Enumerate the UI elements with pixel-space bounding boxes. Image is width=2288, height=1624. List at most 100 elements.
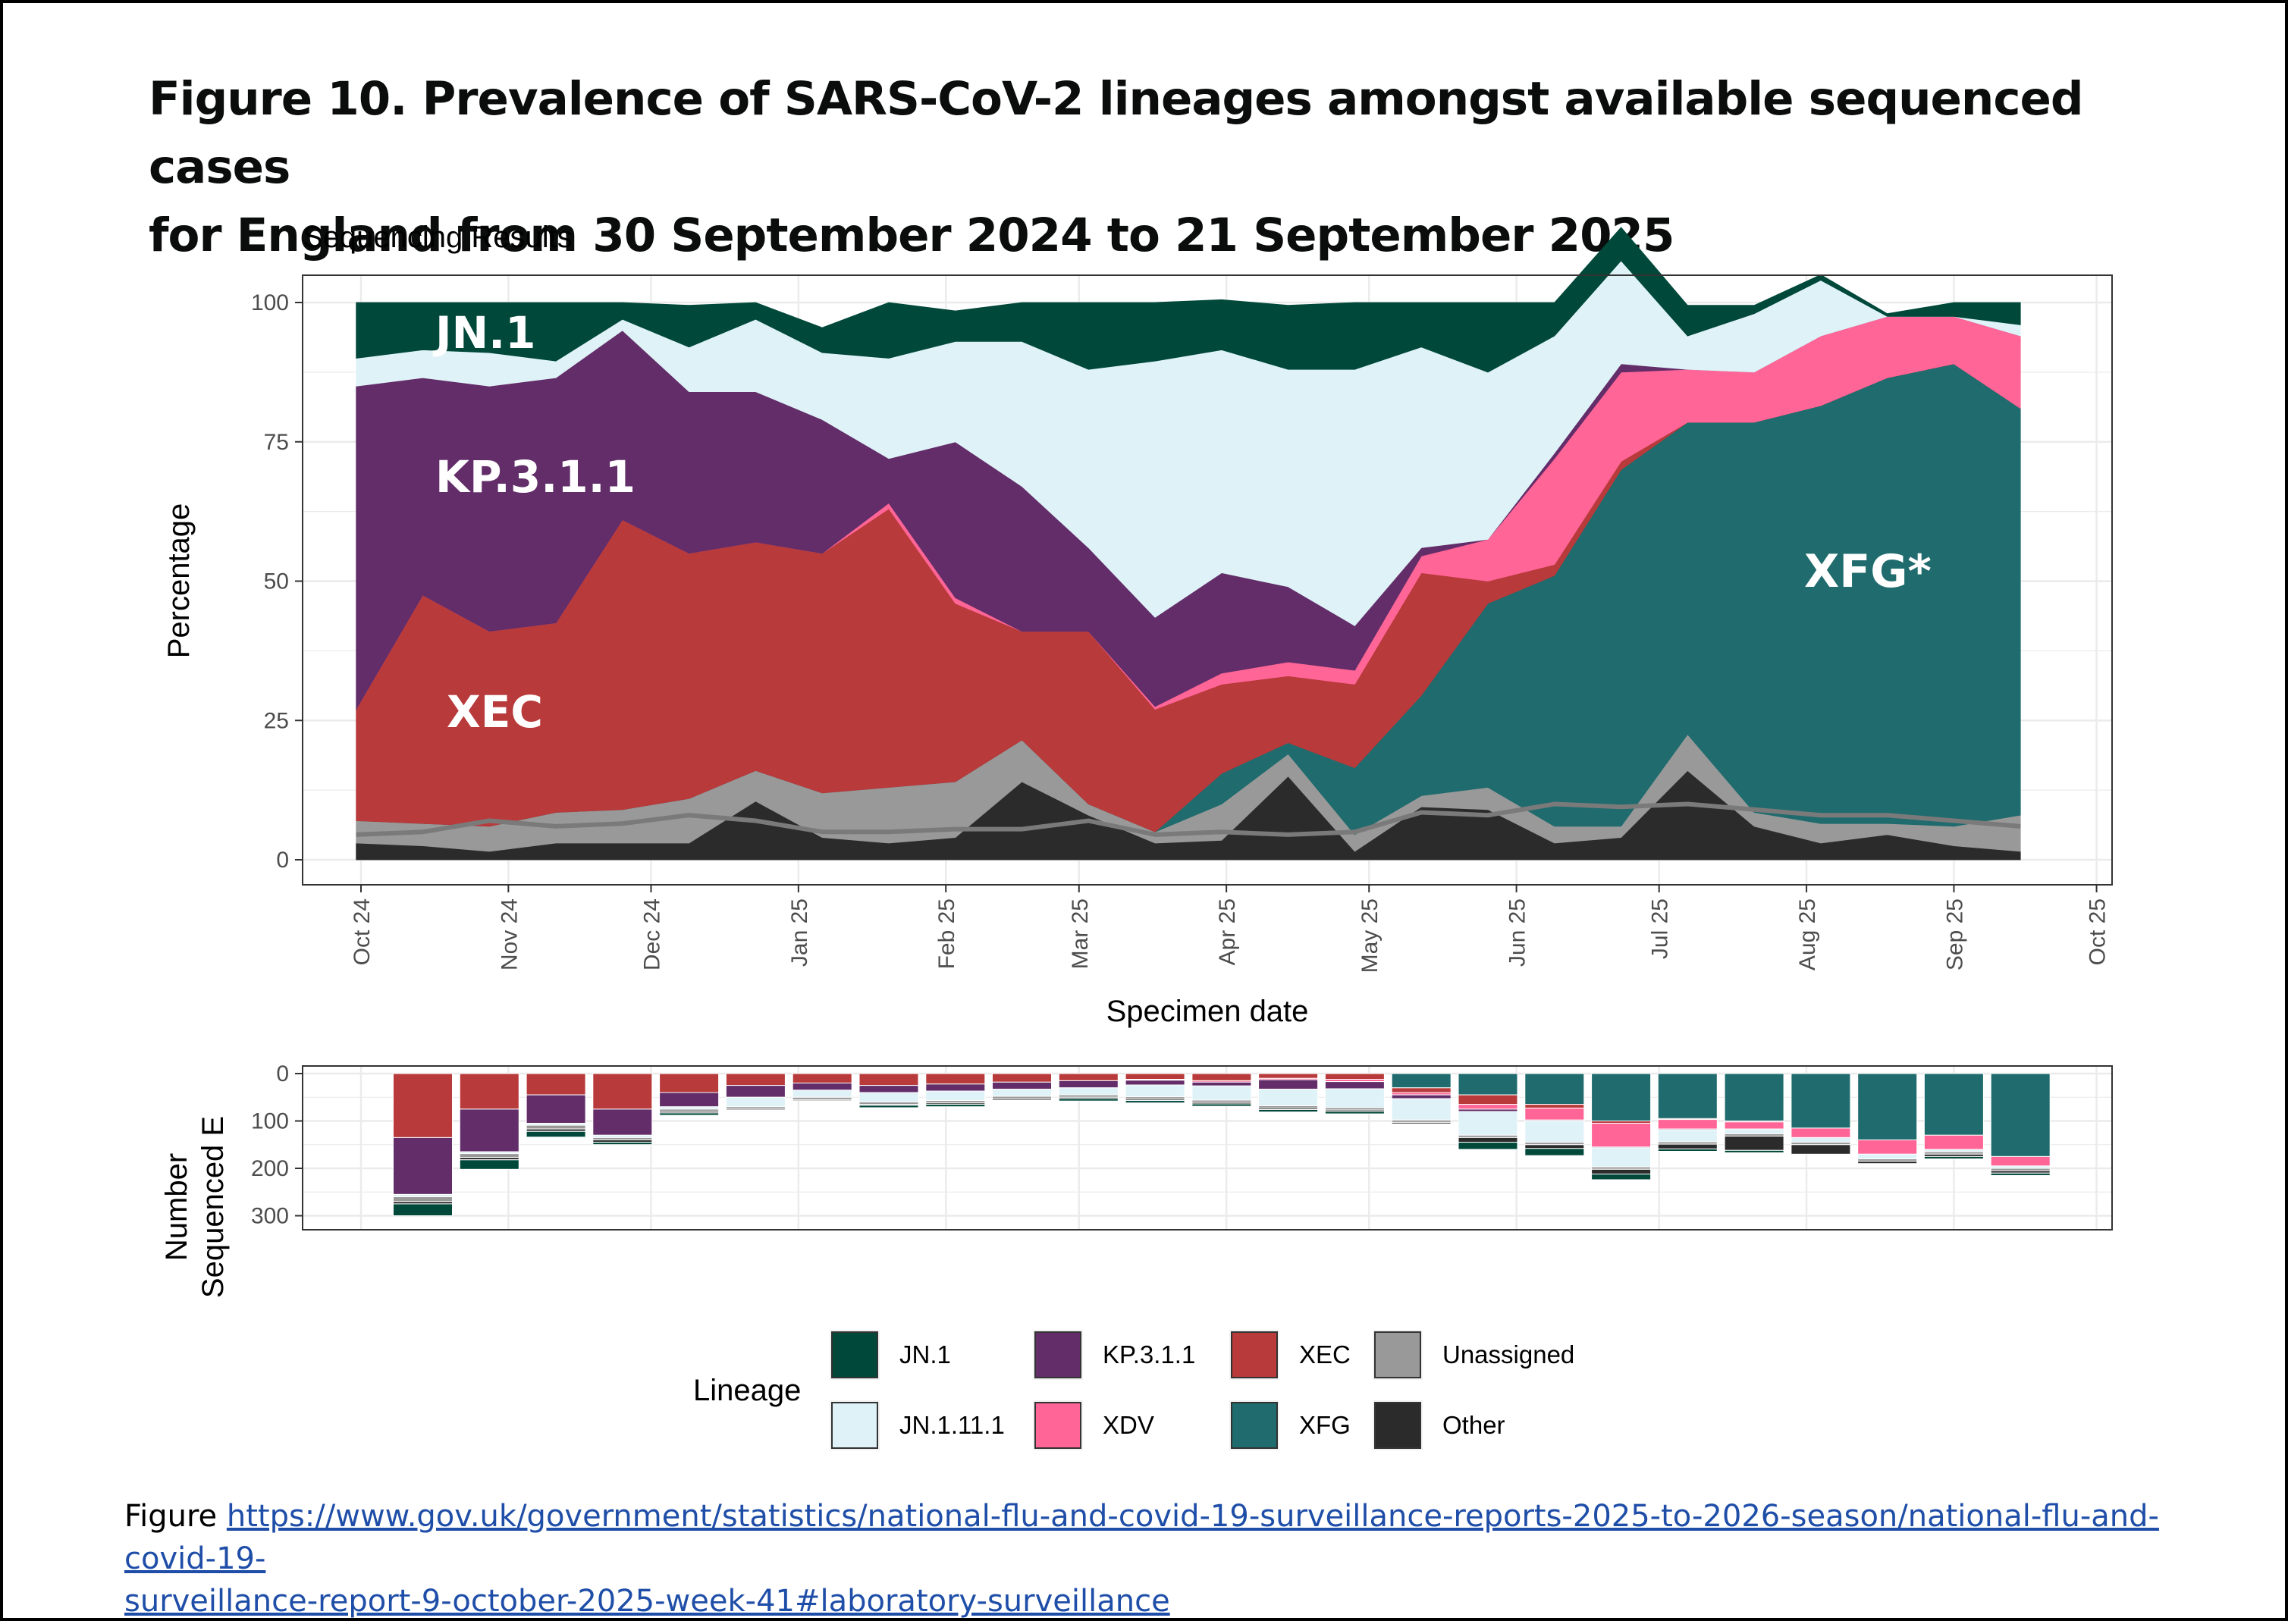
bottom-y-axis-ticks: 0 100 200 300: [251, 1061, 303, 1229]
bar-segment-jn-1: [1258, 1109, 1319, 1113]
bar-segment-unassigned: [925, 1100, 986, 1104]
top-panel-areas: [356, 227, 2021, 861]
legend-item-xdv: XDV: [1033, 1400, 1154, 1450]
bar-segment-kp-3-1-1: [1058, 1080, 1119, 1089]
bar-segment-other: [526, 1128, 586, 1132]
caption-prefix: Figure: [124, 1499, 227, 1534]
x-tick-label: Jun 25: [1505, 898, 1530, 967]
legend-label: Unassigned: [1442, 1340, 1574, 1368]
bar-segment-xfg: [1990, 1073, 2051, 1157]
x-axis-label: Specimen date: [1106, 995, 1309, 1028]
bottom-panel-border: [302, 1065, 2113, 1231]
bar-segment-jn-1: [526, 1130, 586, 1138]
bar-segment-xec: [1058, 1073, 1119, 1081]
bar-segment-xfg: [1591, 1073, 1652, 1121]
bar-segment-jn-1: [858, 1105, 919, 1108]
bar-segment-other: [1791, 1144, 1851, 1155]
bar-segment-xdv: [1791, 1127, 1851, 1138]
source-link-line-1: https://www.gov.uk/government/statistics…: [124, 1499, 2159, 1576]
legend-label: XFG: [1299, 1411, 1351, 1439]
bar-segment-xdv: [1458, 1104, 1518, 1110]
bar-segment-jn-1: [1324, 1111, 1385, 1115]
bar-segment-unassigned: [1923, 1151, 1984, 1155]
bar-segment-xec: [1191, 1073, 1252, 1081]
bar-segment-jn-1-11-1: [1258, 1089, 1319, 1106]
bar-segment-kp-3-1-1: [1258, 1079, 1319, 1090]
bar-segment-jn-1: [592, 1142, 653, 1146]
y-tick-label: 25: [264, 708, 289, 733]
bottom-y-tick-label: 100: [251, 1109, 289, 1134]
bar-segment-jn-1-11-1: [1125, 1084, 1185, 1098]
legend-swatch: [831, 1402, 878, 1449]
bar-segment-jn-1-11-1: [992, 1089, 1052, 1097]
legend-label: JN.1: [899, 1340, 951, 1368]
bar-segment-kp-3-1-1: [526, 1094, 586, 1124]
bottom-y-tick-label: 200: [251, 1156, 289, 1181]
figure-title: Figure 10. Prevalence of SARS-CoV-2 line…: [149, 65, 2196, 270]
bar-segment-jn-1: [1657, 1148, 1718, 1152]
bar-segment-jn-1-11-1: [725, 1096, 786, 1108]
legend-swatch: [1034, 1402, 1081, 1449]
bottom-y-tick-label: 0: [276, 1061, 289, 1086]
x-tick-label: Apr 25: [1215, 898, 1240, 965]
bar-segment-xec: [792, 1073, 852, 1083]
x-tick-label: Oct 24: [350, 898, 375, 965]
bar-segment-other: [1657, 1143, 1718, 1149]
bar-segment-jn-1-11-1: [1524, 1121, 1585, 1143]
bar-segment-unassigned: [1591, 1166, 1652, 1170]
bar-segment-other: [1990, 1170, 2051, 1174]
bar-segment-other: [792, 1099, 852, 1102]
top-x-axis-ticks: Oct 24 Nov 24 Dec 24 Jan 25 Feb 25 Mar 25 Apr …: [350, 885, 2111, 973]
x-tick-label: Nov 24: [497, 898, 522, 970]
legend-title: Lineage: [693, 1374, 801, 1407]
legend-label: KP.3.1.1: [1103, 1340, 1195, 1368]
y-tick-label: 50: [264, 569, 289, 594]
x-tick-label: May 25: [1357, 898, 1383, 973]
bar-segment-kp-3-1-1: [592, 1108, 653, 1136]
bar-segment-xfg: [1657, 1073, 1718, 1119]
bar-segment-other: [459, 1157, 519, 1161]
legend-label: XEC: [1299, 1340, 1351, 1368]
y-tick-label: 75: [264, 430, 289, 455]
bar-segment-jn-1-11-1: [1324, 1088, 1385, 1108]
bar-segment-xec: [992, 1073, 1052, 1083]
bar-segment-kp-3-1-1: [992, 1081, 1052, 1090]
bar-segment-xfg: [1524, 1073, 1585, 1105]
bottom-y-axis-label-line-2: Sequenced E: [196, 1116, 230, 1298]
bar-segment-jn-1-11-1: [1591, 1147, 1652, 1168]
bar-segment-jn-1: [1990, 1172, 2051, 1176]
bar-segment-jn-1-11-1: [925, 1090, 986, 1102]
bar-segment-jn-1-11-1: [1058, 1087, 1119, 1096]
bar-segment-jn-1: [1524, 1148, 1585, 1156]
bar-segment-xec: [1324, 1073, 1385, 1080]
bar-segment-kp-3-1-1: [393, 1136, 453, 1195]
bar-segment-xdv: [1857, 1140, 1918, 1155]
bar-segment-xec: [725, 1073, 786, 1086]
bar-segment-xfg: [1857, 1073, 1918, 1140]
legend-item-other: Other: [1373, 1400, 1505, 1450]
figure-title-line-2: for England from 30 September 2024 to 21…: [149, 208, 1674, 262]
legend-label: Other: [1442, 1411, 1505, 1439]
legend-swatch: [831, 1331, 878, 1378]
legend-swatch: [1231, 1331, 1278, 1378]
legend-item-kp-3-1-1: KP.3.1.1: [1033, 1330, 1195, 1380]
bar-segment-xdv: [1923, 1134, 1984, 1150]
bar-segment-xfg: [1791, 1073, 1851, 1129]
bar-segment-xec: [1125, 1073, 1185, 1080]
y-tick-label: 0: [276, 848, 289, 873]
bar-segment-xec: [1258, 1073, 1319, 1079]
bar-segment-kp-3-1-1: [858, 1085, 919, 1093]
bar-segment-xec: [592, 1073, 653, 1110]
legend-item-jn-1-11-1: JN.1.11.1: [830, 1400, 1005, 1450]
bottom-y-tick-label: 300: [251, 1204, 289, 1229]
area-label-xfg: XFG*: [1804, 545, 1932, 598]
bar-segment-xfg: [1458, 1073, 1518, 1096]
bar-segment-xdv: [1990, 1155, 2051, 1167]
source-link-line-2: surveillance-report-9-october-2025-week-…: [124, 1584, 1170, 1619]
bar-segment-xfg: [1724, 1073, 1784, 1121]
bar-segment-kp-3-1-1: [925, 1083, 986, 1092]
area-label-kp311: KP.3.1.1: [435, 451, 636, 503]
bar-segment-other: [992, 1098, 1052, 1101]
source-link[interactable]: https://www.gov.uk/government/statistics…: [124, 1499, 2159, 1619]
